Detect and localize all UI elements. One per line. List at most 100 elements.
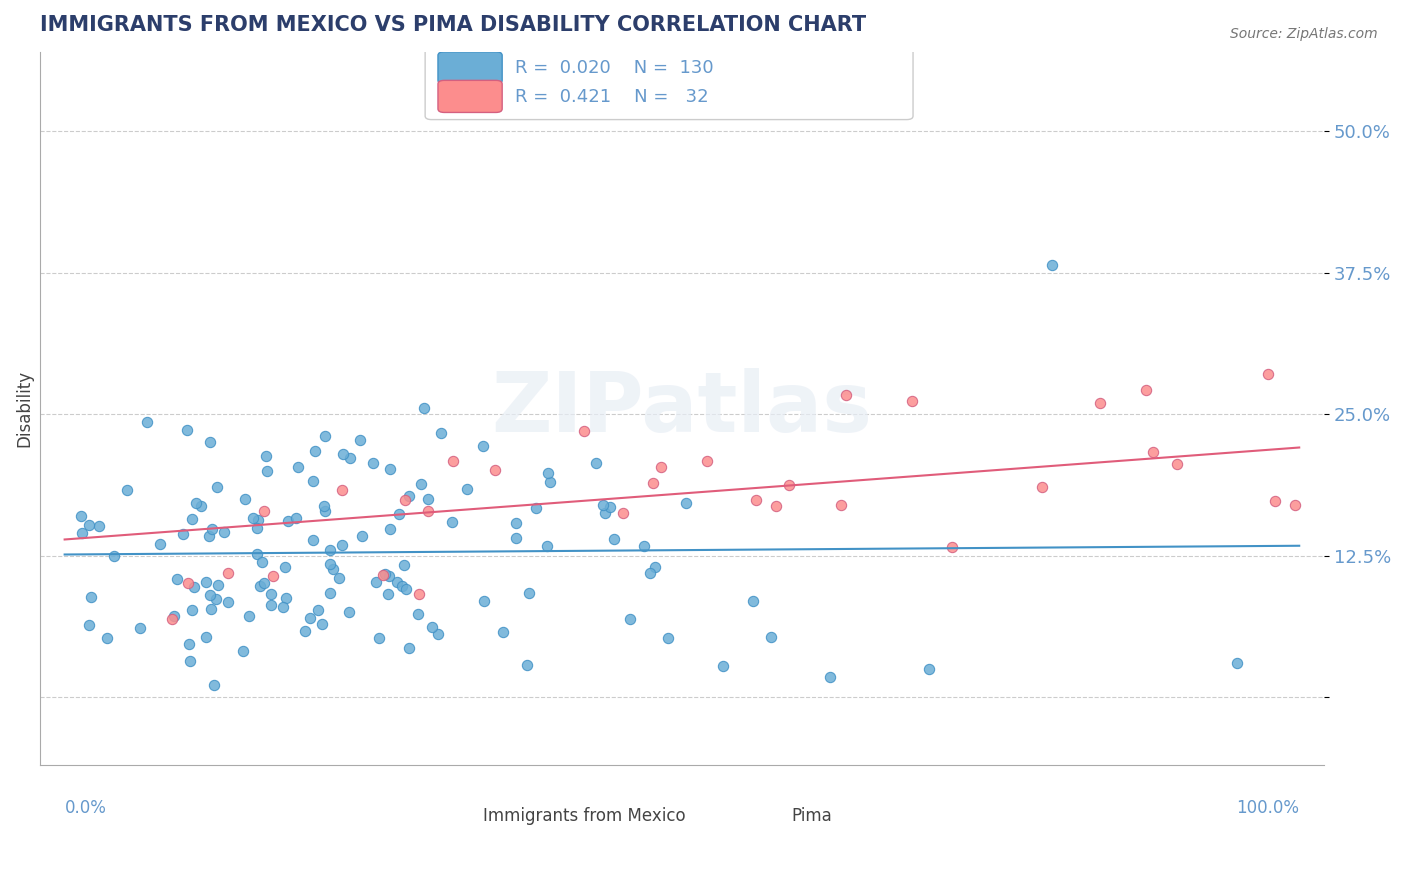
Point — [337, 605, 360, 619]
Point — [103, 549, 125, 563]
Point — [744, 493, 766, 508]
Point — [516, 658, 538, 673]
FancyBboxPatch shape — [412, 802, 477, 830]
Point — [96, 631, 118, 645]
Text: Immigrants from Mexico: Immigrants from Mexico — [482, 807, 686, 825]
Point — [593, 507, 616, 521]
Point — [179, 637, 201, 651]
Point — [253, 504, 276, 518]
Point — [361, 456, 384, 470]
Point — [1264, 494, 1286, 508]
Point — [252, 576, 274, 591]
Point — [778, 478, 800, 492]
Point — [254, 449, 277, 463]
Point — [304, 444, 326, 458]
Point — [195, 631, 218, 645]
Point — [183, 580, 205, 594]
Point — [294, 624, 316, 638]
Point — [492, 625, 515, 640]
Point — [537, 466, 560, 480]
Point — [166, 572, 188, 586]
Point — [413, 401, 436, 415]
Point — [592, 498, 614, 512]
Point — [1226, 656, 1249, 670]
Point — [599, 500, 621, 514]
Point — [198, 588, 221, 602]
Point — [835, 387, 858, 401]
Point — [318, 586, 340, 600]
Text: Pima: Pima — [792, 807, 832, 825]
Point — [619, 612, 641, 626]
Text: IMMIGRANTS FROM MEXICO VS PIMA DISABILITY CORRELATION CHART: IMMIGRANTS FROM MEXICO VS PIMA DISABILIT… — [39, 15, 866, 35]
Point — [830, 498, 852, 512]
Point — [256, 465, 278, 479]
Point — [200, 602, 222, 616]
Text: R =  0.020    N =  130: R = 0.020 N = 130 — [515, 59, 714, 78]
Point — [246, 513, 269, 527]
Point — [307, 603, 329, 617]
Point — [217, 566, 239, 580]
Point — [260, 586, 283, 600]
Point — [89, 519, 111, 533]
Point — [198, 529, 221, 543]
Point — [441, 454, 464, 468]
Point — [184, 496, 207, 510]
Point — [429, 425, 451, 440]
Point — [644, 559, 666, 574]
Point — [314, 504, 336, 518]
Point — [391, 579, 413, 593]
Point — [260, 599, 283, 613]
Point — [818, 670, 841, 684]
Text: Source: ZipAtlas.com: Source: ZipAtlas.com — [1230, 27, 1378, 41]
Point — [77, 618, 100, 632]
FancyBboxPatch shape — [439, 80, 502, 112]
FancyBboxPatch shape — [720, 802, 785, 830]
Point — [416, 491, 439, 506]
Point — [585, 456, 607, 470]
Point — [1142, 444, 1164, 458]
Point — [274, 591, 297, 605]
Point — [711, 658, 734, 673]
Point — [332, 447, 354, 461]
Point — [176, 423, 198, 437]
Point — [207, 481, 229, 495]
Point — [377, 586, 399, 600]
FancyBboxPatch shape — [439, 52, 502, 84]
Point — [311, 616, 333, 631]
Point — [574, 424, 596, 438]
Point — [160, 612, 183, 626]
Point — [536, 540, 558, 554]
Point — [378, 461, 401, 475]
Point — [302, 475, 325, 489]
Point — [172, 526, 194, 541]
Point — [312, 499, 335, 513]
Point — [238, 609, 260, 624]
Point — [517, 586, 540, 600]
Point — [472, 439, 495, 453]
Point — [179, 654, 201, 668]
Point — [232, 644, 254, 658]
Point — [394, 558, 416, 572]
Point — [322, 561, 344, 575]
Point — [328, 571, 350, 585]
Point — [1090, 396, 1112, 410]
Point — [129, 621, 152, 635]
Point — [301, 533, 323, 548]
Point — [1040, 258, 1063, 272]
Point — [233, 491, 256, 506]
Point — [274, 560, 297, 574]
Point — [387, 574, 409, 589]
Text: ZIPatlas: ZIPatlas — [492, 368, 873, 449]
Point — [250, 556, 273, 570]
Point — [177, 575, 200, 590]
Point — [633, 539, 655, 553]
Point — [271, 600, 294, 615]
Point — [352, 529, 374, 543]
Point — [650, 460, 672, 475]
Point — [287, 459, 309, 474]
FancyBboxPatch shape — [425, 41, 912, 120]
Point — [406, 607, 429, 621]
Point — [398, 641, 420, 656]
Point — [373, 568, 395, 582]
Point — [640, 566, 662, 581]
